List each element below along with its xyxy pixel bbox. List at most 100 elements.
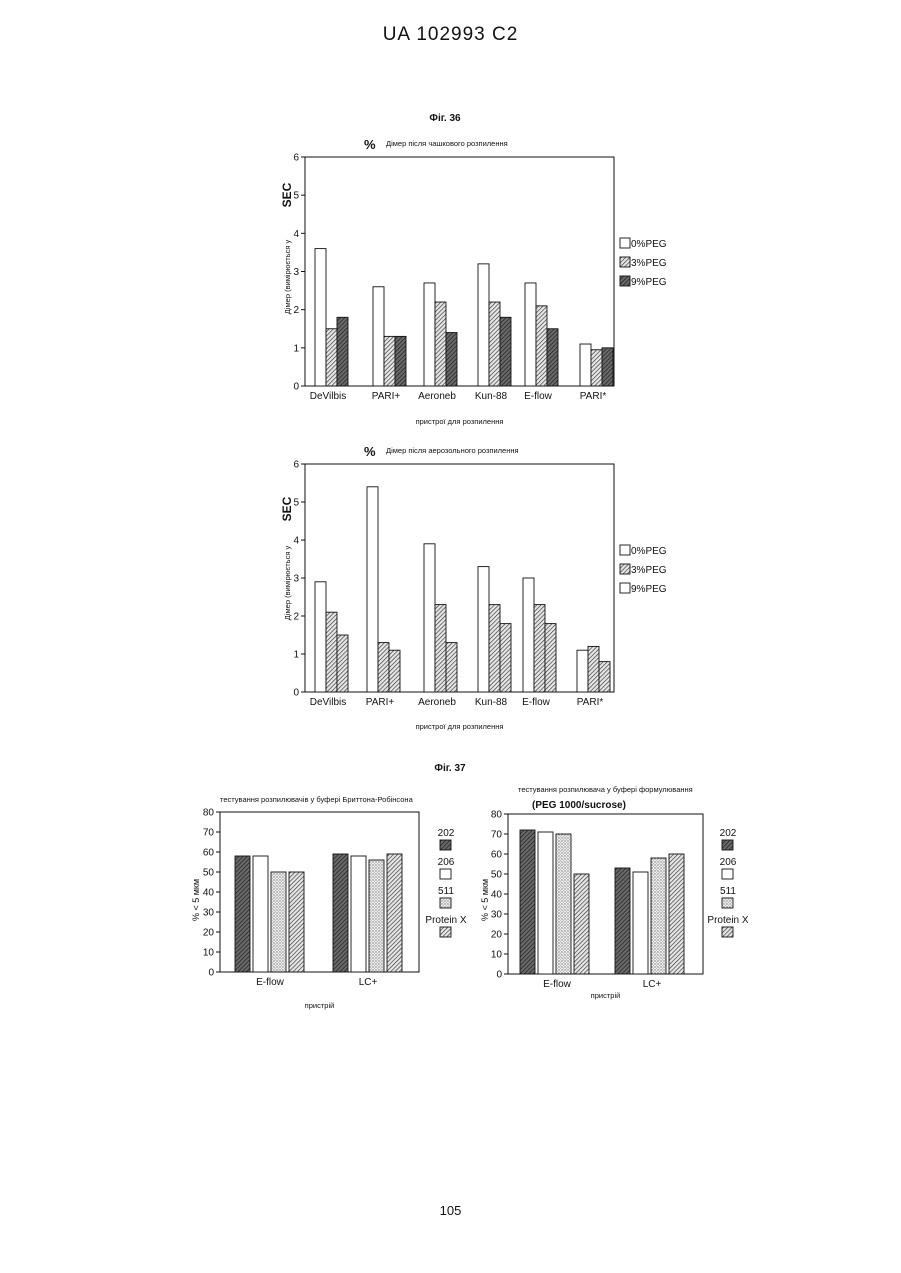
y-tick-label: 10 — [203, 948, 215, 959]
y-tick-label: 40 — [203, 888, 215, 899]
bar-c2 — [500, 624, 511, 692]
y-tick-label: 1 — [293, 650, 299, 661]
chart-formulation-buffer: 01020304050607080тестування розпилювача … — [480, 785, 749, 1000]
chart-subtitle: (PEG 1000/sucrose) — [532, 800, 626, 811]
chart-britton-robinson-buffer: 01020304050607080тестування розпилювачів… — [191, 795, 467, 1010]
bar-c1 — [478, 264, 489, 386]
chart-title: Дімер після чашкового розпилення — [386, 139, 508, 148]
legend-label: 511 — [438, 886, 454, 897]
legend-label: 206 — [438, 857, 455, 868]
bar-c2 — [435, 605, 446, 692]
bar-c3 — [369, 860, 384, 972]
figure-37-label: Фіг. 37 — [400, 763, 500, 774]
bar-c2 — [337, 635, 348, 692]
y-axis-label-sec: SEC — [280, 496, 294, 521]
legend-swatch — [722, 840, 733, 850]
legend-label: 0%PEG — [631, 239, 667, 250]
legend-swatch — [722, 927, 733, 937]
y-tick-label: 6 — [293, 153, 299, 164]
y-tick-label: 4 — [293, 229, 299, 240]
chart-title: Дімер після аерозольного розпилення — [386, 446, 519, 455]
bar-c3 — [253, 856, 268, 972]
legend-swatch — [440, 898, 451, 908]
y-tick-label: 40 — [491, 890, 503, 901]
y-tick-label: 70 — [491, 830, 503, 841]
legend-label: 3%PEG — [631, 565, 667, 576]
category-label: Aeroneb — [418, 697, 456, 708]
bar-c4 — [538, 832, 553, 974]
bar-c2 — [545, 624, 556, 692]
bar-c1 — [500, 317, 511, 386]
bar-c2 — [588, 646, 599, 692]
category-label: Aeroneb — [418, 391, 456, 402]
legend-label: Protein X — [707, 915, 748, 926]
bar-c1 — [536, 306, 547, 386]
y-axis-label-sec: SEC — [280, 182, 294, 207]
bar-c1 — [326, 329, 337, 386]
category-label: LC+ — [643, 979, 662, 990]
legend-swatch — [722, 898, 733, 908]
legend-label: 202 — [720, 828, 737, 839]
legend-swatch — [440, 840, 451, 850]
bar-c2 — [478, 567, 489, 692]
bar-c4 — [651, 858, 666, 974]
category-label: E-flow — [524, 391, 553, 402]
y-tick-label: 80 — [491, 810, 503, 821]
bar-c3 — [351, 856, 366, 972]
x-axis-label: пристрій — [305, 1001, 335, 1010]
category-label: Kun-88 — [475, 697, 508, 708]
bar-c3 — [387, 854, 402, 972]
bar-c2 — [577, 650, 588, 692]
y-axis-label: Дімер (вимірюється у — [283, 240, 292, 315]
bar-c1 — [591, 350, 602, 386]
y-tick-label: 30 — [203, 908, 215, 919]
y-tick-label: 20 — [491, 930, 503, 941]
legend-swatch — [722, 869, 733, 879]
y-tick-label: 3 — [293, 574, 299, 585]
bar-c2 — [389, 650, 400, 692]
legend-swatch — [620, 257, 630, 267]
legend-swatch — [620, 583, 630, 593]
plot-frame — [305, 157, 614, 386]
bar-c1 — [395, 336, 406, 386]
legend-label: 9%PEG — [631, 584, 667, 595]
y-tick-label: 4 — [293, 536, 299, 547]
bar-c1 — [446, 333, 457, 386]
y-tick-label: 80 — [203, 808, 215, 819]
category-label: PARI+ — [372, 391, 401, 402]
bar-c1 — [602, 348, 613, 386]
category-label: E-flow — [256, 977, 285, 988]
y-tick-label: 0 — [293, 688, 299, 699]
category-label: PARI+ — [366, 697, 395, 708]
category-label: E-flow — [522, 697, 551, 708]
chart-title: тестування розпилювача у буфері формулюв… — [518, 785, 693, 794]
y-tick-label: 6 — [293, 460, 299, 471]
bar-c2 — [315, 582, 326, 692]
bar-c1 — [337, 317, 348, 386]
y-tick-label: 50 — [203, 868, 215, 879]
y-axis-label: Дімер (вимірюється у — [283, 546, 292, 621]
y-tick-label: 0 — [293, 382, 299, 393]
legend-swatch — [620, 276, 630, 286]
bar-c4 — [669, 854, 684, 974]
bar-c3 — [333, 854, 348, 972]
y-tick-label: 70 — [203, 828, 215, 839]
bar-c3 — [289, 872, 304, 972]
bar-c4 — [556, 834, 571, 974]
bar-c1 — [547, 329, 558, 386]
y-tick-label: 5 — [293, 498, 299, 509]
legend-swatch — [620, 545, 630, 555]
y-tick-label: 1 — [293, 343, 299, 354]
legend-label: 3%PEG — [631, 258, 667, 269]
y-tick-label: 2 — [293, 612, 299, 623]
bar-c4 — [574, 874, 589, 974]
bar-c2 — [446, 643, 457, 692]
bar-c3 — [235, 856, 250, 972]
legend-label: 202 — [438, 828, 455, 839]
page-number: 105 — [0, 1203, 901, 1218]
legend-swatch — [620, 564, 630, 574]
y-tick-label: 0 — [208, 968, 214, 979]
y-tick-label: 20 — [203, 928, 215, 939]
bar-c1 — [384, 336, 395, 386]
